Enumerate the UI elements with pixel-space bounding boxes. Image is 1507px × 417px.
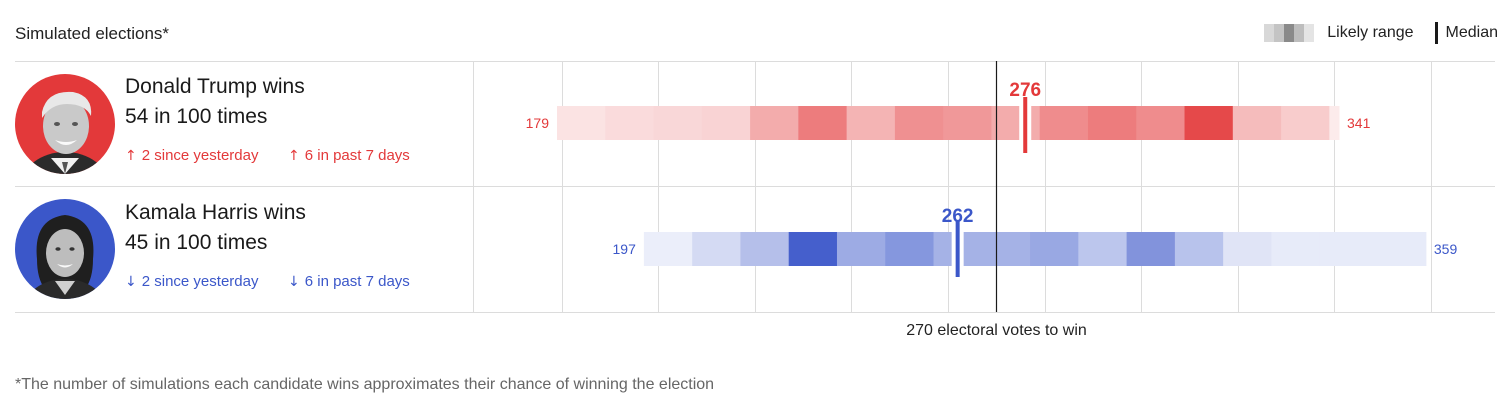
harris-change-week: ↓ 6 in past 7 days (288, 273, 410, 290)
range-bin (1126, 232, 1176, 266)
range-min-label: 197 (613, 241, 637, 257)
arrow-down-icon: ↓ (125, 274, 137, 290)
harris-change-week-text: 6 in past 7 days (304, 273, 410, 290)
median-legend-mark (1434, 22, 1438, 44)
footnote: *The number of simulations each candidat… (15, 376, 715, 393)
range-bin (798, 106, 848, 140)
harris-change-day: ↓ 2 since yesterday (125, 273, 258, 290)
range-max-label: 359 (1434, 241, 1458, 257)
harris-avatar (15, 199, 115, 299)
trump-change-week: ↑ 6 in past 7 days (288, 147, 410, 164)
range-bin (1223, 232, 1272, 266)
legend-swatch-cell (1284, 24, 1295, 42)
row-divider (15, 312, 1495, 313)
range-bin (1087, 106, 1137, 140)
median-label: 262 (942, 206, 974, 227)
range-bin (1184, 106, 1234, 140)
median-mark (955, 221, 960, 277)
range-bin (653, 106, 703, 140)
chart-title: Simulated elections* (15, 24, 170, 43)
harris-name: Kamala Harris wins (125, 201, 306, 224)
trump-change-day-text: 2 since yesterday (141, 147, 259, 164)
threshold-label: 270 electoral votes to win (906, 322, 1087, 339)
portrait-trump-icon (23, 91, 107, 174)
range-bin (643, 232, 693, 266)
legend-swatch-cell (1264, 24, 1275, 42)
range-bin (1329, 106, 1340, 140)
range-bin (605, 106, 655, 140)
range-min-label: 179 (526, 115, 550, 131)
range-bin (1367, 232, 1427, 266)
legend-swatch-cell (1304, 24, 1315, 42)
legend: Likely range Median (1264, 22, 1498, 44)
arrow-up-icon: ↑ (125, 148, 137, 164)
range-bin (1271, 232, 1321, 266)
range-bin (750, 106, 799, 140)
range-bin (836, 232, 886, 266)
range-bin (943, 106, 992, 140)
range-bin (1319, 232, 1369, 266)
legend-median-label: Median (1445, 24, 1498, 41)
range-bin (1281, 106, 1330, 140)
range-bin (1078, 232, 1128, 266)
arrow-up-icon: ↑ (288, 148, 300, 164)
range-bin (1232, 106, 1282, 140)
likely-range-swatch (1264, 24, 1315, 42)
harris-odds: 45 in 100 times (125, 231, 268, 254)
range-bin (740, 232, 790, 266)
range-bin (885, 232, 935, 266)
range-bin (1030, 232, 1079, 266)
range-bin (701, 106, 751, 140)
legend-swatch-cell (1274, 24, 1285, 42)
range-max-label: 341 (1347, 115, 1371, 131)
trump-change-week-text: 6 in past 7 days (304, 147, 410, 164)
range-bin (1136, 106, 1186, 140)
trump-name: Donald Trump wins (125, 75, 305, 98)
legend-range-label: Likely range (1327, 24, 1414, 41)
trump-odds: 54 in 100 times (125, 105, 268, 128)
range-bin (557, 106, 606, 140)
portrait-harris-icon (26, 215, 104, 299)
legend-swatch-cell (1294, 24, 1305, 42)
arrow-down-icon: ↓ (288, 274, 300, 290)
range-bin (788, 232, 838, 266)
range-bin (894, 106, 944, 140)
range-bin (981, 232, 1031, 266)
trump-change-day: ↑ 2 since yesterday (125, 147, 258, 164)
range-bin (1039, 106, 1089, 140)
range-bin (991, 106, 1041, 140)
column-divider (473, 61, 474, 313)
harris-change-day-text: 2 since yesterday (141, 273, 259, 290)
range-bin (692, 232, 741, 266)
median-mark (1023, 97, 1028, 153)
median-label: 276 (1009, 80, 1041, 101)
range-bin (1174, 232, 1224, 266)
range-bin (846, 106, 896, 140)
trump-avatar (15, 74, 115, 174)
